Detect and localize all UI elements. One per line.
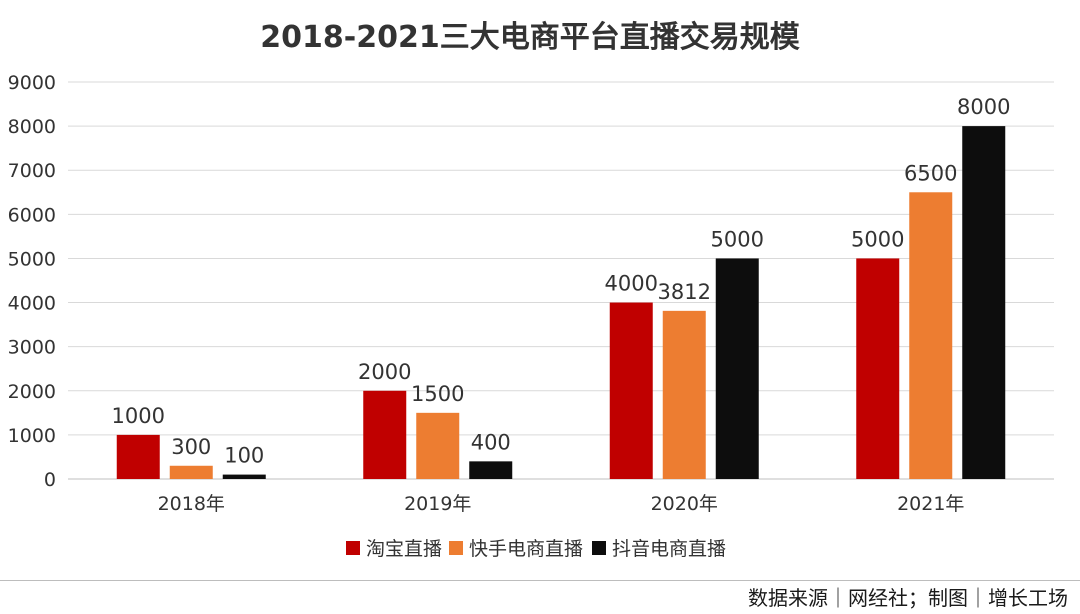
legend-label: 淘宝直播 <box>366 538 442 560</box>
data-label: 1500 <box>411 382 464 406</box>
x-axis: 2018年 2019年 2020年 2021年 <box>158 493 965 515</box>
x-tick-label: 2019年 <box>404 493 471 515</box>
bar-3-2 <box>469 461 513 479</box>
bar-1-4 <box>856 258 900 479</box>
legend-label: 快手电商直播 <box>469 538 583 560</box>
grid-lines <box>68 81 1054 480</box>
y-tick-label: 5000 <box>8 248 56 270</box>
bar-3-1 <box>222 474 266 479</box>
y-tick-label: 1000 <box>8 425 56 447</box>
y-tick-label: 9000 <box>8 72 56 94</box>
x-tick-label: 2020年 <box>651 493 718 515</box>
legend-swatch <box>592 541 606 555</box>
legend-swatch <box>449 541 463 555</box>
data-label: 300 <box>171 435 211 459</box>
bar-3-3 <box>715 258 759 479</box>
bar-1-2 <box>363 390 407 479</box>
y-tick-label: 4000 <box>8 293 56 315</box>
y-tick-label: 7000 <box>8 160 56 182</box>
data-label: 5000 <box>711 227 764 251</box>
y-axis: 0 1000 2000 3000 4000 5000 6000 7000 8000 9000 <box>8 72 56 491</box>
bars <box>116 126 1006 479</box>
data-label: 4000 <box>605 272 658 296</box>
footer-divider <box>0 580 1080 581</box>
y-tick-label: 6000 <box>8 204 56 226</box>
data-label: 8000 <box>957 95 1010 119</box>
bar-1-3 <box>609 302 653 479</box>
x-tick-label: 2021年 <box>897 493 964 515</box>
data-label: 400 <box>471 430 511 454</box>
bar-2-4 <box>909 192 953 479</box>
y-tick-label: 2000 <box>8 381 56 403</box>
legend-swatch <box>346 541 360 555</box>
x-tick-label: 2018年 <box>158 493 225 515</box>
y-tick-label: 8000 <box>8 116 56 138</box>
chart-title: 2018-2021三大电商平台直播交易规模 <box>260 20 799 55</box>
y-tick-label: 3000 <box>8 337 56 359</box>
bar-2-1 <box>169 465 213 479</box>
bar-1-1 <box>116 434 160 479</box>
legend: 淘宝直播 快手电商直播 抖音电商直播 <box>346 538 726 560</box>
data-label: 100 <box>224 444 264 468</box>
data-label: 1000 <box>112 404 165 428</box>
data-label: 5000 <box>851 227 904 251</box>
source-credit: 数据来源｜网经社；制图｜增长工场 <box>748 586 1068 610</box>
data-label: 3812 <box>658 280 711 304</box>
legend-label: 抖音电商直播 <box>612 538 726 560</box>
bar-2-2 <box>416 412 460 479</box>
y-tick-label: 0 <box>44 469 56 491</box>
data-label: 2000 <box>358 360 411 384</box>
data-label: 6500 <box>904 161 957 185</box>
bar-3-4 <box>962 126 1006 479</box>
bar-2-3 <box>662 310 706 479</box>
bar-chart: 2018-2021三大电商平台直播交易规模 0 1000 2000 3000 4000 5… <box>8 20 1054 560</box>
